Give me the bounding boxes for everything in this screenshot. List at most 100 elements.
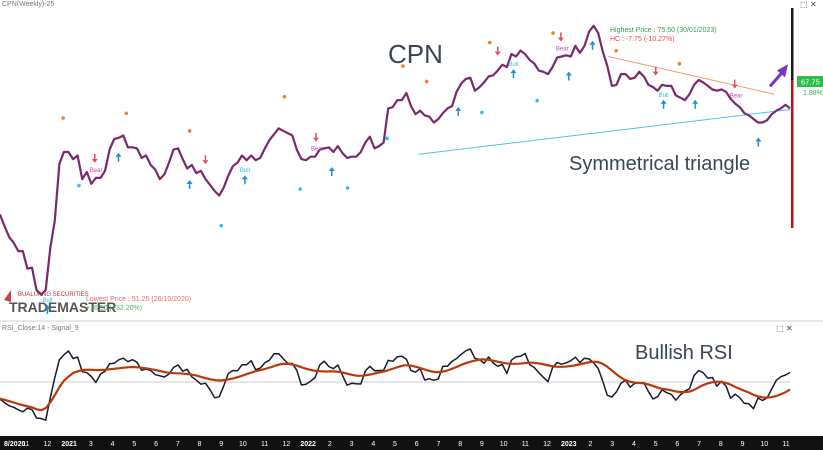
time-axis-tick-label: 9 (741, 441, 745, 448)
time-axis-tick-label: 7 (697, 441, 701, 448)
bull-arrow-icon (589, 40, 596, 45)
time-axis-tick-label: 11 (261, 441, 268, 448)
time-axis-tick-label: 2022 (300, 441, 316, 448)
bear-arrow-icon (652, 71, 659, 76)
price-pane-title: CPN(Weekly)-25 (2, 1, 54, 8)
bull-dot (298, 187, 303, 191)
bear-label: Bear (730, 94, 743, 100)
bear-label: Bear (311, 147, 324, 153)
signal-line (0, 358, 791, 412)
last-price-badge (797, 76, 823, 87)
rsi-line (0, 348, 791, 421)
time-axis-tick-label: 3 (610, 441, 614, 448)
right-scale-down-bar (791, 80, 794, 228)
right-scale-up-bar (791, 8, 794, 80)
price-line (0, 24, 791, 296)
bear-arrow-icon (313, 137, 319, 142)
last-price-value: 67.75 (801, 78, 820, 87)
bull-arrow-icon (660, 99, 667, 104)
time-axis-tick-label: 12 (543, 441, 551, 448)
bull-arrow-icon (186, 179, 193, 184)
trademaster-watermark: BUALUANG SECURITIES TRADEMASTER (4, 290, 116, 315)
bull-arrow-icon (328, 166, 335, 171)
time-axis-tick-label: 2021 (61, 441, 77, 448)
time-axis-tick-label: 2 (328, 441, 332, 448)
time-axis-tick-label: 5 (654, 441, 658, 448)
bear-dot (551, 31, 555, 35)
rsi-series-layer (0, 348, 791, 421)
rsi-pane: RSI_Close:14 - Signal_9 ⬚ ✕ Bullish RSI (2, 324, 793, 364)
time-axis-tick-label: 2 (589, 441, 593, 448)
time-axis-tick-label: 7 (176, 441, 180, 448)
bear-arrow-icon (494, 51, 501, 56)
price-series-layer (0, 24, 791, 296)
bear-dot (124, 111, 129, 116)
bull-dot (480, 110, 484, 115)
maximize-icon[interactable]: ⬚ (776, 324, 784, 333)
bear-arrow-icon (557, 37, 564, 42)
maximize-icon[interactable]: ⬚ (800, 0, 808, 9)
time-axis-tick-label: 3 (89, 441, 93, 448)
bear-arrow-icon (202, 160, 209, 165)
bull-arrow-icon (510, 69, 517, 74)
close-icon[interactable]: ✕ (810, 0, 817, 9)
bear-dot (424, 79, 429, 84)
time-axis-tick-label: 10 (500, 441, 508, 448)
bull-dot (219, 223, 223, 228)
time-axis-tick-label: 9 (219, 441, 223, 448)
time-axis-tick-label: 9 (480, 441, 484, 448)
support-trendline (418, 109, 791, 155)
time-axis-tick-label: 5 (132, 441, 136, 448)
pattern-label: Symmetrical triangle (569, 153, 750, 175)
bull-label: Bull (42, 298, 52, 304)
bear-dot (282, 94, 287, 99)
bull-dot (535, 98, 539, 103)
bull-arrow-icon (241, 175, 248, 180)
time-axis-tick-label: 11 (522, 441, 529, 448)
time-axis-tick-label: 8 (198, 441, 202, 448)
watermark-logo-icon (4, 290, 11, 302)
bull-arrow-icon (565, 71, 572, 76)
time-axis-tick-label: 8/2020 (4, 441, 26, 448)
bull-arrow-icon (692, 99, 699, 104)
time-axis (0, 436, 823, 450)
price-pane: CPN(Weekly)-25 ⬚ ✕ CPN Symmetrical trian… (2, 0, 823, 315)
last-change-value: 1.88% (803, 90, 823, 97)
time-axis-tick-label: 4 (632, 441, 636, 448)
time-axis-tick-label: 2023 (561, 441, 577, 448)
time-axis-tick-label: 3 (350, 441, 354, 448)
rsi-pane-title: RSI_Close:14 - Signal_9 (2, 325, 79, 332)
lowest-price-label: Lowest Price : 51.25 (26/10/2020) (86, 296, 191, 303)
bear-arrow-icon (731, 84, 738, 89)
close-icon[interactable]: ✕ (786, 324, 793, 333)
bear-dot (614, 48, 618, 53)
bear-label: Bear (90, 168, 103, 174)
bear-label: Bear (556, 46, 569, 52)
signal-marker-layer: Bull Bull Bull Bull Bear Bear Bear Bear (42, 31, 762, 314)
time-axis-tick-label: 10 (760, 441, 768, 448)
watermark-product: TRADEMASTER (9, 299, 116, 315)
time-axis-tick-label: 12 (44, 441, 52, 448)
bear-arrow-icon (91, 158, 98, 163)
bear-dot (677, 61, 682, 66)
bull-label: Bull (659, 93, 669, 99)
time-axis-tick-label: 4 (111, 441, 115, 448)
time-axis-tick-label: 6 (675, 441, 679, 448)
time-axis-tick-label: 6 (415, 441, 419, 448)
bull-arrow-icon (115, 152, 122, 157)
resistance-trendline (608, 56, 775, 95)
bear-dot (401, 64, 405, 68)
time-axis-tick-label: 5 (393, 441, 397, 448)
bull-label: Bull (509, 62, 519, 68)
bear-dot (488, 40, 492, 45)
breakout-arrow-head (777, 64, 788, 78)
bull-dot (345, 186, 350, 190)
watermark-company: BUALUANG SECURITIES (18, 292, 89, 298)
time-axis-tick-label: 10 (239, 441, 247, 448)
bear-dot (187, 129, 192, 133)
time-axis-tick-label: 12 (282, 441, 290, 448)
time-axis-tick-label: 7 (436, 441, 440, 448)
